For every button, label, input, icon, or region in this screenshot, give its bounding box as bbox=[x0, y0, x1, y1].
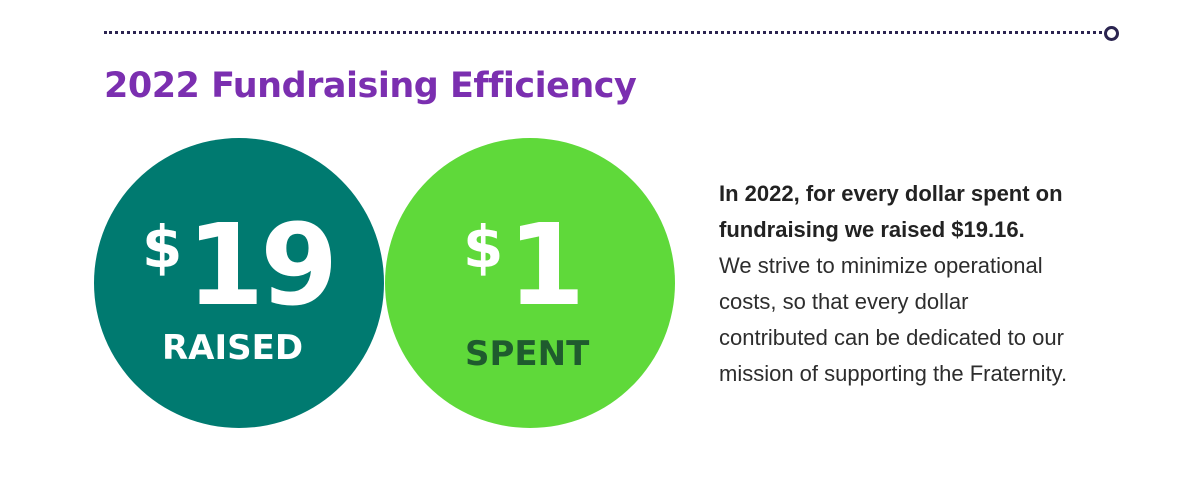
dotted-divider bbox=[104, 31, 1102, 34]
divider-end-circle-icon bbox=[1104, 26, 1119, 41]
spent-amount-value: 1 bbox=[507, 201, 585, 331]
description-line-2: costs, so that every dollar bbox=[719, 289, 969, 314]
spent-circle: $1 SPENT bbox=[385, 138, 675, 428]
description-line-1: We strive to minimize operational bbox=[719, 253, 1043, 278]
spent-amount: $1 bbox=[463, 210, 585, 322]
description-bold-line-1: In 2022, for every dollar spent on bbox=[719, 181, 1063, 206]
raised-circle: $19 RAISED bbox=[94, 138, 384, 428]
raised-amount-value: 19 bbox=[186, 201, 338, 331]
page-title: 2022 Fundraising Efficiency bbox=[104, 66, 637, 106]
description-bold-line-2: fundraising we raised $19.16. bbox=[719, 217, 1025, 242]
raised-currency-symbol: $ bbox=[142, 213, 183, 281]
description-line-3: contributed can be dedicated to our bbox=[719, 325, 1064, 350]
description-text: In 2022, for every dollar spent on fundr… bbox=[719, 176, 1139, 392]
raised-label: RAISED bbox=[162, 328, 304, 368]
raised-amount: $19 bbox=[142, 210, 338, 322]
spent-label: SPENT bbox=[465, 334, 590, 374]
description-line-4: mission of supporting the Fraternity. bbox=[719, 361, 1068, 386]
spent-currency-symbol: $ bbox=[463, 213, 504, 281]
